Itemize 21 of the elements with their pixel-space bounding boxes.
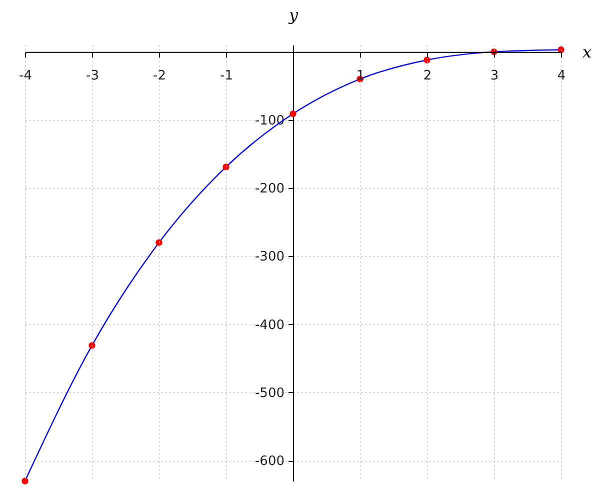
y-tick-label: -200 xyxy=(254,182,284,197)
y-tick-label: -400 xyxy=(254,318,284,333)
point xyxy=(424,56,430,64)
y-tick-label: -600 xyxy=(254,454,284,470)
y-tick-label: -300 xyxy=(254,250,284,265)
y-tick-label: -100 xyxy=(254,113,284,128)
x-tick-label: 3 xyxy=(490,68,499,84)
point xyxy=(290,110,296,118)
x-tick-label: -1 xyxy=(220,68,233,84)
y-axis-title: y xyxy=(288,6,299,24)
x-axis-title: x xyxy=(582,42,592,62)
x-tick-label: 2 xyxy=(423,68,432,84)
x-tick-label: 4 xyxy=(557,68,566,84)
point xyxy=(88,342,96,349)
x-tick-label: -3 xyxy=(86,68,99,84)
point xyxy=(222,164,230,170)
x-tick-label: -4 xyxy=(19,68,32,84)
point xyxy=(22,478,28,484)
point xyxy=(156,239,162,246)
y-tick-label: -500 xyxy=(254,386,284,401)
x-tick-label: -2 xyxy=(153,68,166,84)
